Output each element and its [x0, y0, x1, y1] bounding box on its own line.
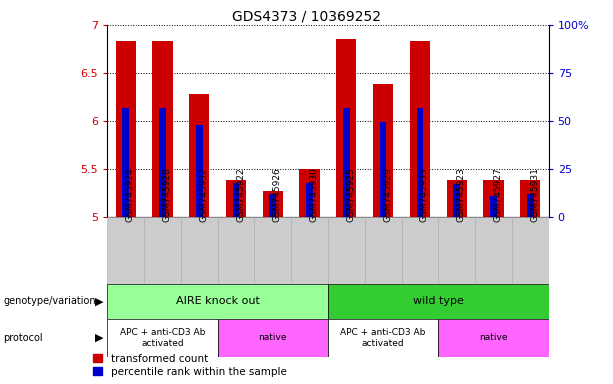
Text: GSM745923: GSM745923	[457, 167, 466, 222]
Bar	[512, 217, 549, 284]
Bar	[218, 217, 254, 284]
Bar	[520, 180, 541, 217]
Bar	[306, 184, 313, 217]
Text: GSM745931: GSM745931	[530, 167, 539, 222]
Bar	[328, 284, 549, 319]
Bar	[181, 217, 218, 284]
Text: GSM745933: GSM745933	[420, 167, 429, 222]
Text: ▶: ▶	[94, 296, 103, 306]
Bar	[196, 125, 202, 217]
Text: GSM745928: GSM745928	[162, 167, 172, 222]
Bar	[409, 41, 430, 217]
Bar	[218, 319, 328, 357]
Text: GSM745930: GSM745930	[310, 167, 319, 222]
Text: GSM745924: GSM745924	[126, 168, 135, 222]
Bar	[254, 217, 291, 284]
Text: genotype/variation: genotype/variation	[3, 296, 96, 306]
Bar	[226, 180, 246, 217]
Text: native: native	[479, 333, 508, 343]
Text: GSM745925: GSM745925	[346, 167, 356, 222]
Bar	[438, 217, 475, 284]
Text: GSM745932: GSM745932	[199, 167, 208, 222]
Text: wild type: wild type	[413, 296, 463, 306]
Text: ▶: ▶	[94, 333, 103, 343]
Bar	[373, 84, 394, 217]
Bar	[233, 184, 239, 217]
Bar	[380, 122, 386, 217]
Bar	[107, 217, 144, 284]
Bar	[438, 319, 549, 357]
Bar	[299, 169, 320, 217]
Bar	[490, 196, 497, 217]
Bar	[123, 108, 129, 217]
Text: GSM745927: GSM745927	[493, 167, 503, 222]
Bar	[402, 217, 438, 284]
Bar	[270, 194, 276, 217]
Text: GSM745929: GSM745929	[383, 167, 392, 222]
Bar	[159, 108, 166, 217]
Bar	[454, 184, 460, 217]
Bar	[447, 180, 467, 217]
Bar	[417, 108, 423, 217]
Bar	[115, 41, 135, 217]
Text: APC + anti-CD3 Ab
activated: APC + anti-CD3 Ab activated	[120, 328, 205, 348]
Bar	[527, 194, 533, 217]
Bar	[189, 94, 209, 217]
Bar	[343, 108, 349, 217]
Bar	[475, 217, 512, 284]
Bar	[484, 180, 504, 217]
Bar	[328, 319, 438, 357]
Text: APC + anti-CD3 Ab
activated: APC + anti-CD3 Ab activated	[340, 328, 426, 348]
Bar	[107, 319, 218, 357]
Bar	[365, 217, 402, 284]
Text: GSM745926: GSM745926	[273, 167, 282, 222]
Bar	[291, 217, 328, 284]
Text: AIRE knock out: AIRE knock out	[176, 296, 259, 306]
Bar	[153, 41, 173, 217]
Legend: transformed count, percentile rank within the sample: transformed count, percentile rank withi…	[91, 351, 289, 379]
Bar	[144, 217, 181, 284]
Text: protocol: protocol	[3, 333, 43, 343]
Bar	[328, 217, 365, 284]
Text: native: native	[259, 333, 287, 343]
Bar	[336, 40, 357, 217]
Bar	[107, 284, 328, 319]
Text: GSM745922: GSM745922	[236, 168, 245, 222]
Text: GDS4373 / 10369252: GDS4373 / 10369252	[232, 10, 381, 23]
Bar	[263, 191, 283, 217]
